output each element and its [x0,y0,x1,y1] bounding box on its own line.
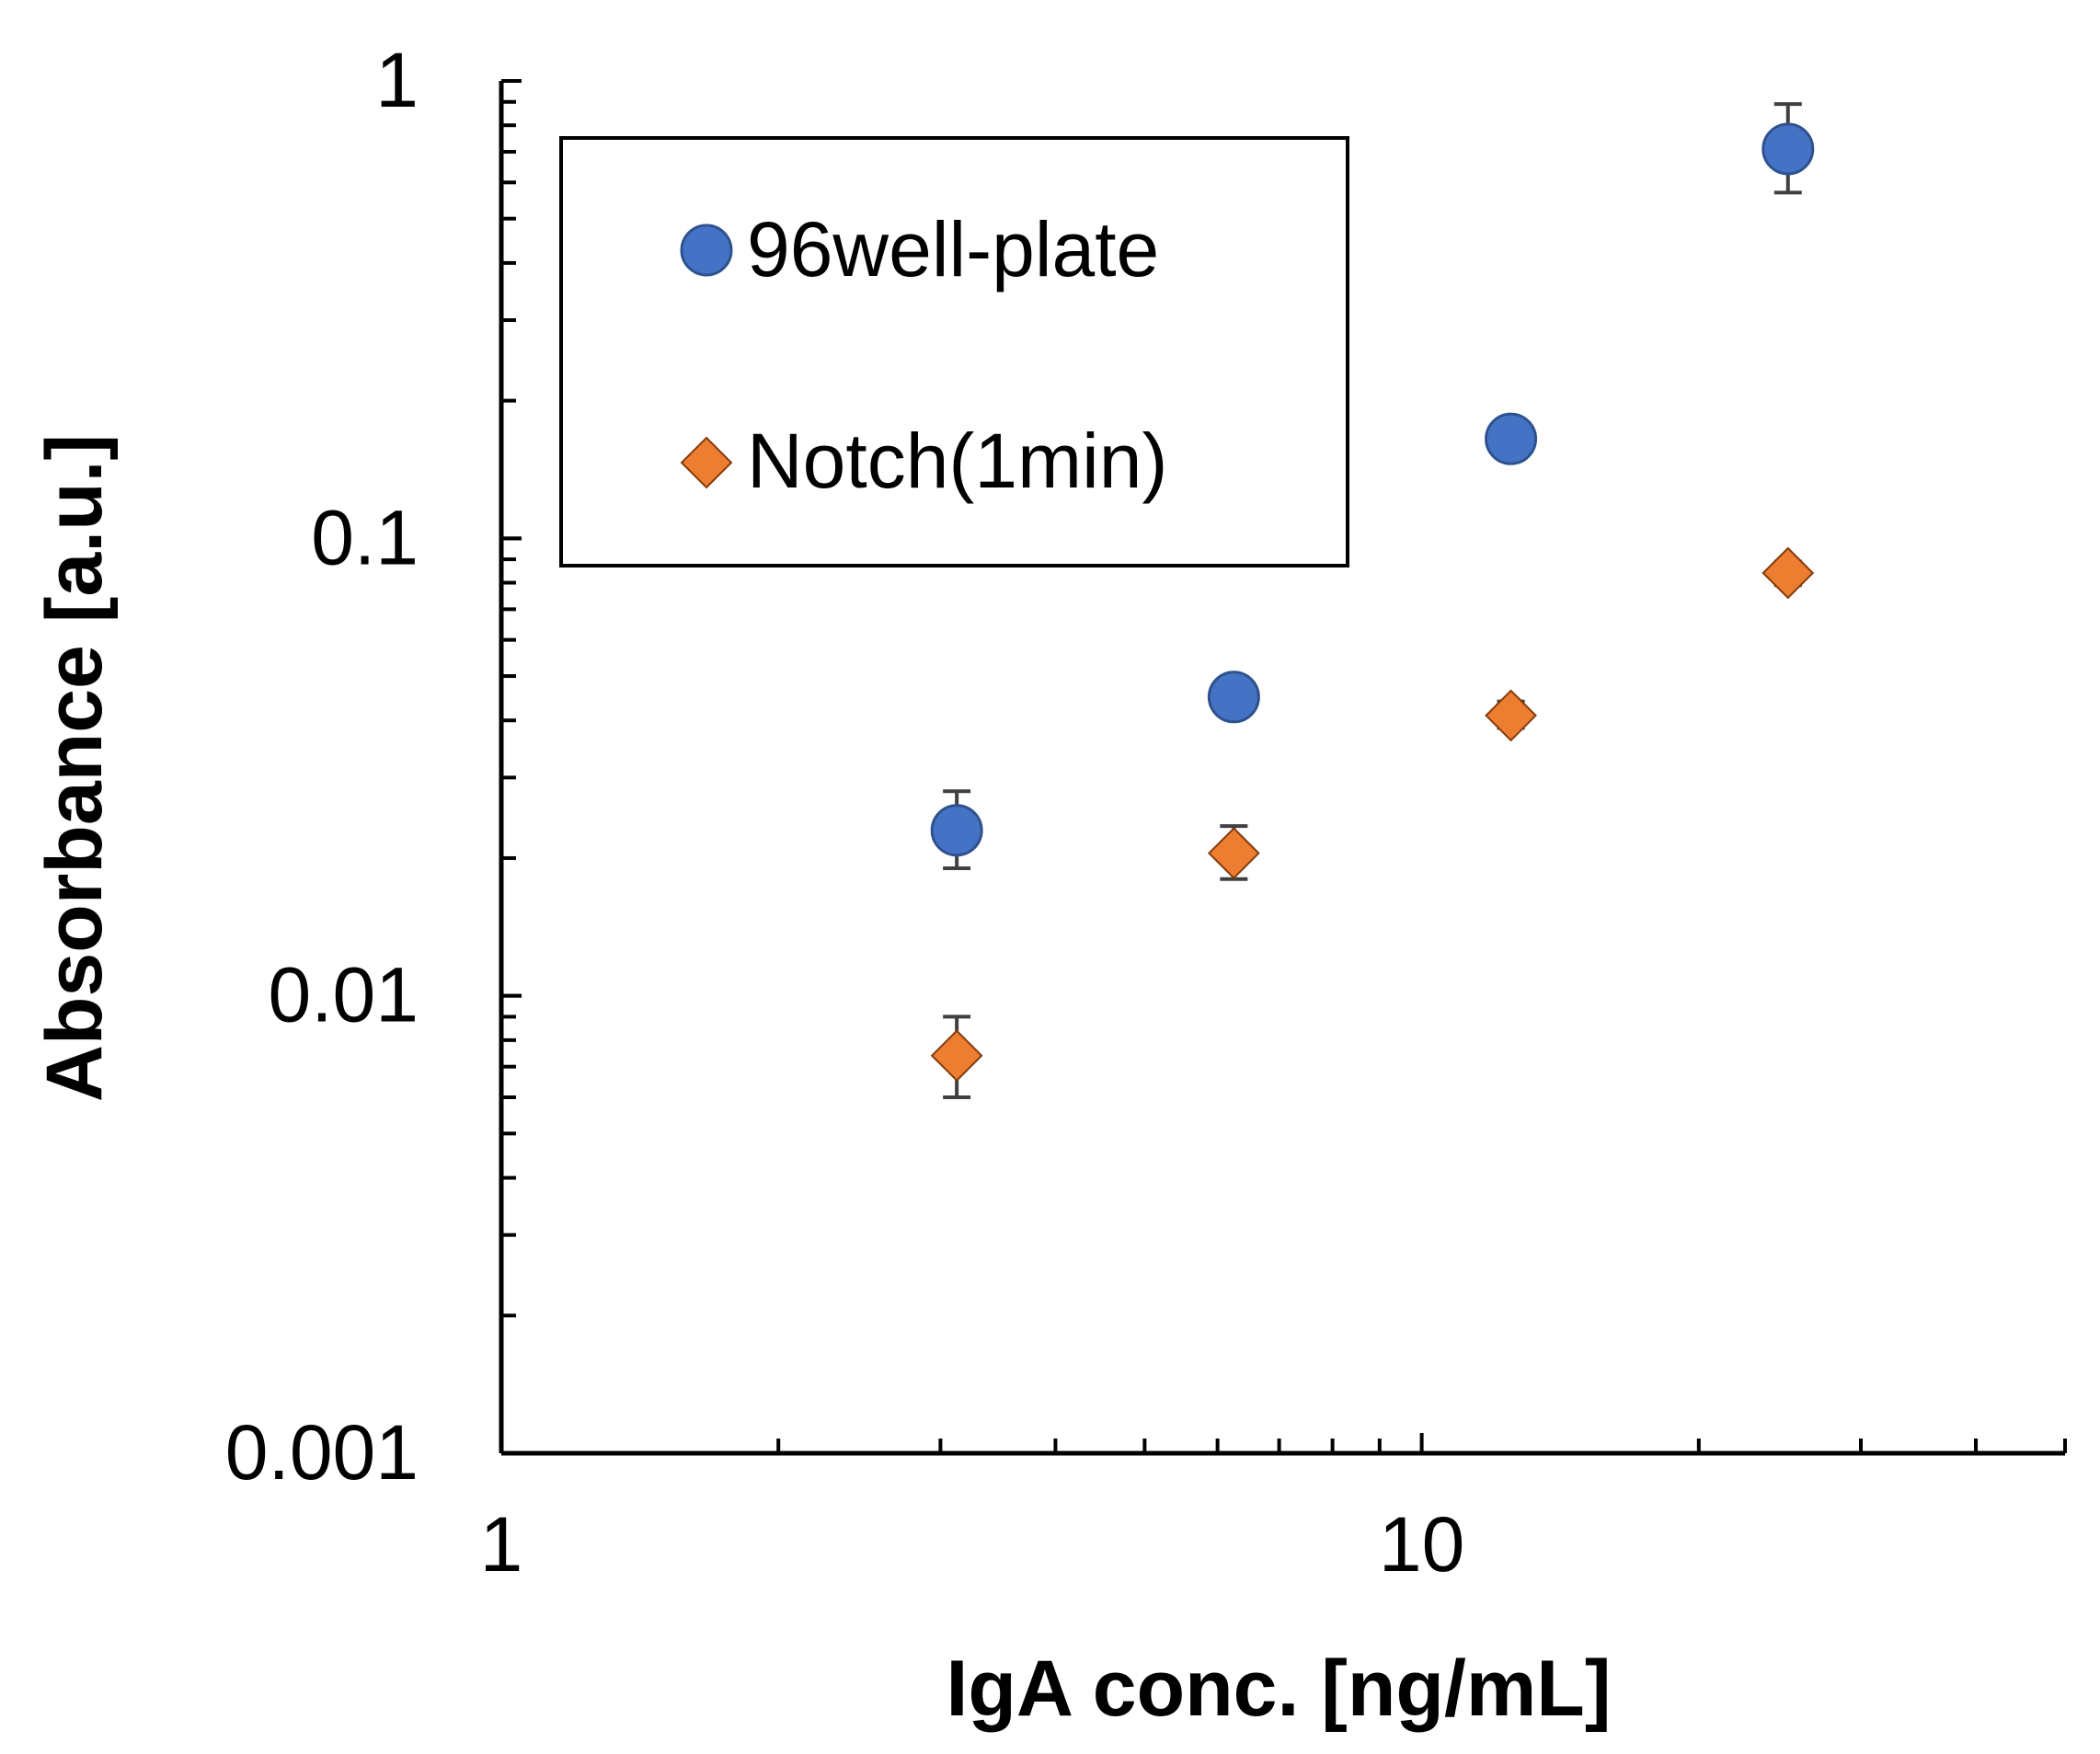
data-point-96well-plate [1761,122,1815,176]
y-axis-title: Absorbance [a.u.] [30,434,119,1102]
data-point-notch [1485,689,1537,742]
data-point-96well-plate [930,804,983,857]
data-point-96well-plate [1207,671,1260,724]
y-tick-label: 0.01 [269,952,419,1038]
tick-labels: 1 0.1 0.01 0.001 1 10 [225,37,1465,1588]
data-point-notch [1761,546,1815,600]
x-tick-label: 10 [1379,1501,1464,1588]
legend-marker-96well-plate [680,224,733,277]
data-point-notch [930,1029,983,1083]
axis-ticks [499,79,2067,1455]
legend-marker-notch [680,436,733,489]
x-tick-label: 1 [480,1501,523,1588]
data-point-96well-plate [1485,412,1538,465]
x-axis-title: IgA conc. [ng/mL] [947,1645,1612,1733]
y-tick-label: 1 [375,37,419,123]
data-point-notch [1207,827,1260,880]
legend: 96well-plate Notch(1min) [559,136,1349,567]
legend-label-notch: Notch(1min) [747,418,1167,504]
legend-box [559,136,1349,567]
data-points [930,102,1815,1099]
y-tick-label: 0.001 [225,1409,419,1496]
legend-label-96well-plate: 96well-plate [747,206,1159,292]
y-tick-label: 0.1 [311,494,419,580]
